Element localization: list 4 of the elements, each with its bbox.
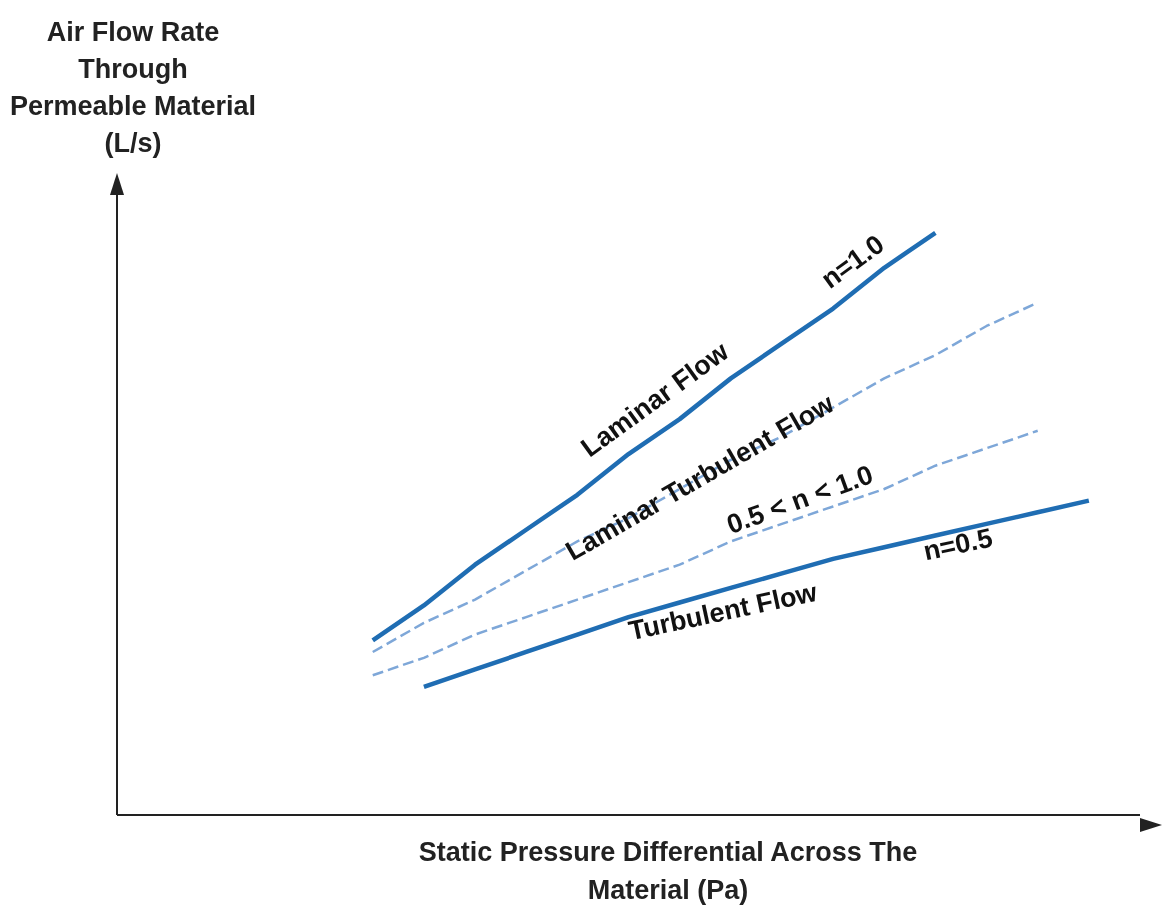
- annotation: n=0.5: [920, 522, 996, 568]
- annotation: Turbulent Flow: [626, 576, 820, 648]
- x-axis-title: Static Pressure Differential Across The Material (Pa): [417, 836, 919, 907]
- y-axis-title: Air Flow Rate Through Permeable Material (L/s): [8, 16, 258, 160]
